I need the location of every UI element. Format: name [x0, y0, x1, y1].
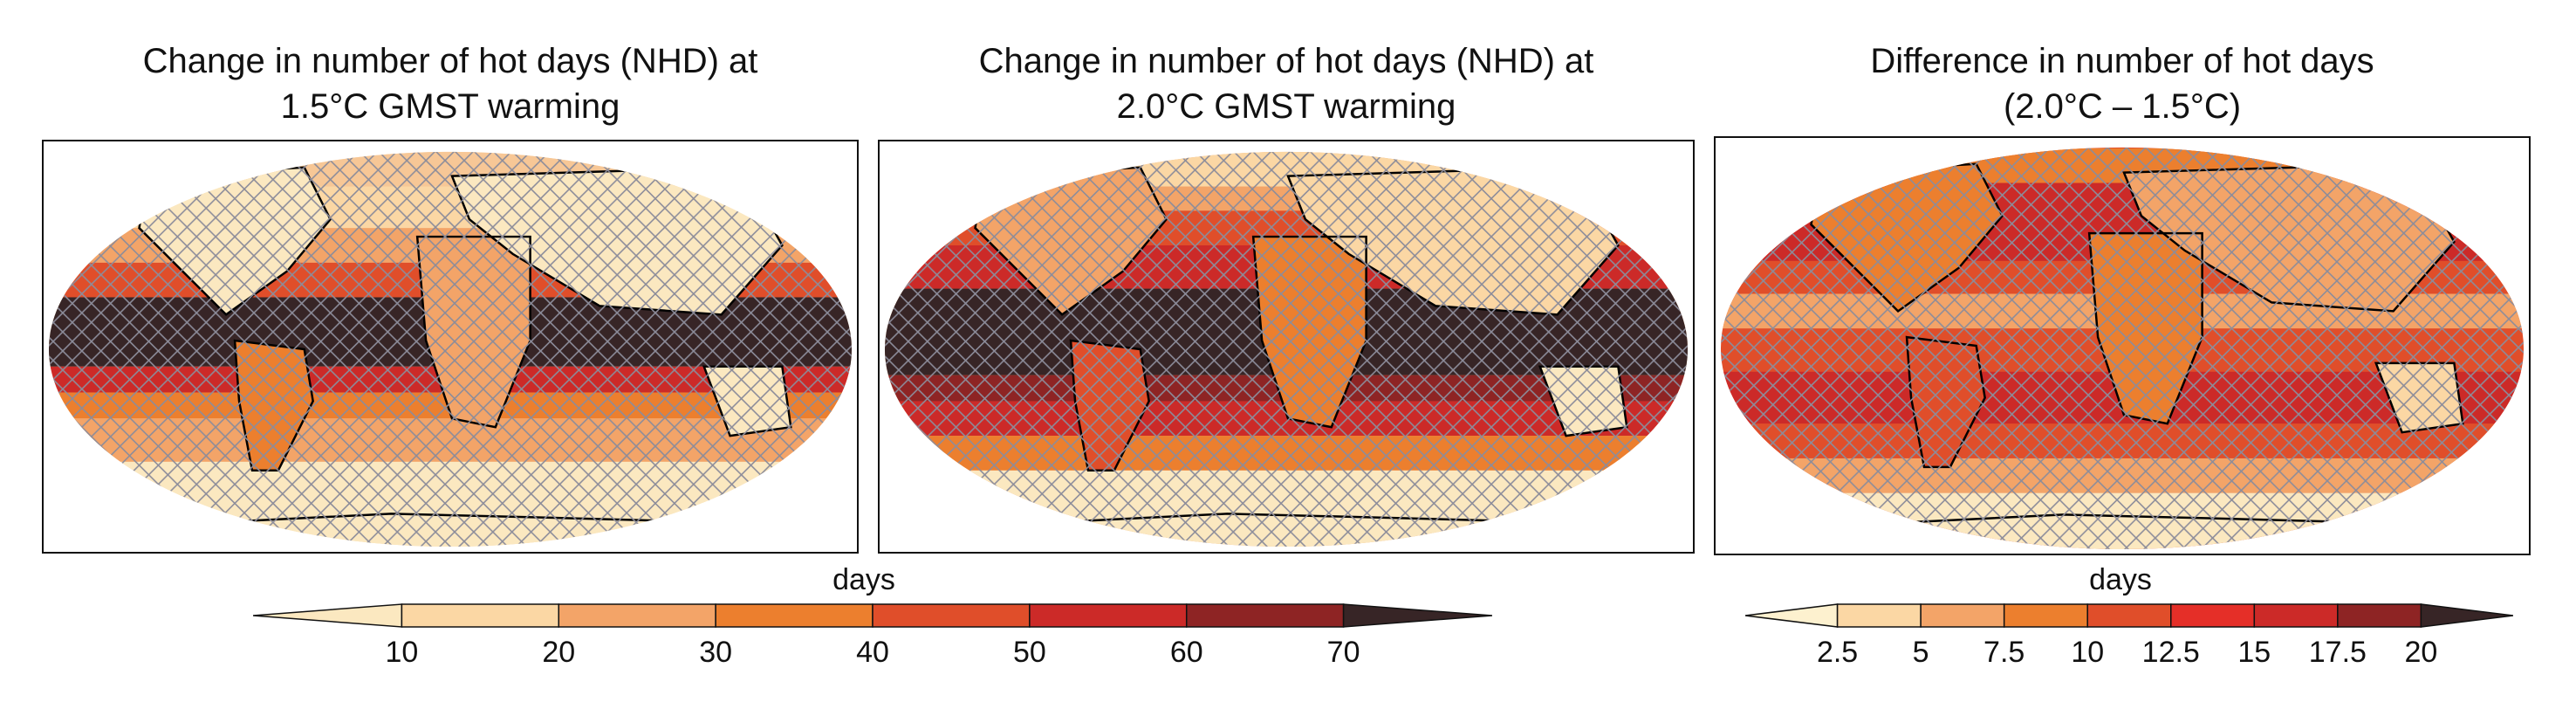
- panel-2-title: Change in number of hot days (NHD) at 2.…: [878, 38, 1695, 129]
- colorbar-diff: 2.5 5 7.5 10 12.5 15 17.5 20: [1745, 603, 2513, 669]
- colorbar-diff-tick-label: 12.5: [2142, 636, 2200, 669]
- map-panel-2: [878, 140, 1695, 554]
- colorbar-diff-segment: [2003, 603, 2088, 628]
- colorbar-main: 10 20 30 40 50 60 70: [253, 603, 1492, 669]
- map-3-significance-hatching: [1720, 147, 2525, 550]
- colorbar-diff-segment: [2086, 603, 2172, 628]
- colorbar-main-tick-label: 60: [1170, 636, 1203, 669]
- map-1-svg: [48, 151, 853, 547]
- colorbar-diff-tick-label: 17.5: [2309, 636, 2367, 669]
- colorbar-diff-label: days: [2089, 563, 2152, 596]
- colorbar-main-upper-extend: [1342, 603, 1492, 628]
- colorbar-main-tick-label: 20: [542, 636, 575, 669]
- panel-1-title-line-1: Change in number of hot days (NHD) at: [142, 42, 758, 80]
- colorbar-diff-segment: [2253, 603, 2339, 628]
- colorbar-main-segment: [558, 603, 716, 628]
- colorbar-diff-segment: [2170, 603, 2256, 628]
- colorbar-diff-tick-label: 5: [1913, 636, 1929, 669]
- colorbar-main-tick-label: 10: [385, 636, 418, 669]
- colorbar-diff-segment: [1836, 603, 1922, 628]
- map-3-svg: [1720, 147, 2525, 550]
- colorbar-main-segment: [872, 603, 1031, 628]
- colorbar-diff-tick-label: 7.5: [1983, 636, 2024, 669]
- panel-1-title-line-2: 1.5°C GMST warming: [280, 87, 620, 126]
- colorbar-diff-tick-label: 20: [2404, 636, 2437, 669]
- map-panel-3: [1714, 136, 2531, 555]
- panel-1-title: Change in number of hot days (NHD) at 1.…: [42, 38, 859, 129]
- colorbar-diff-tick-label: 15: [2237, 636, 2271, 669]
- colorbar-diff-segment: [1920, 603, 2005, 628]
- panel-2-title-line-1: Change in number of hot days (NHD) at: [978, 42, 1594, 80]
- colorbar-diff-tick-label: 2.5: [1817, 636, 1858, 669]
- colorbar-main-segment: [1185, 603, 1345, 628]
- colorbar-main-tick-label: 70: [1327, 636, 1360, 669]
- panel-2-title-line-2: 2.0°C GMST warming: [1116, 87, 1456, 126]
- colorbar-main-segment: [1029, 603, 1188, 628]
- map-1-significance-hatching: [48, 151, 853, 547]
- colorbar-main-tick-label: 40: [856, 636, 889, 669]
- map-2-significance-hatching: [884, 151, 1689, 547]
- colorbar-main-tick-label: 30: [699, 636, 732, 669]
- colorbar-main-tick-label: 50: [1013, 636, 1046, 669]
- colorbar-diff-upper-extend: [2420, 603, 2513, 628]
- panel-3-title: Difference in number of hot days (2.0°C …: [1714, 38, 2531, 129]
- colorbar-diff-segment: [2337, 603, 2422, 628]
- colorbar-main-segment: [715, 603, 874, 628]
- panel-3-title-line-2: (2.0°C – 1.5°C): [2003, 87, 2242, 126]
- map-2-svg: [884, 151, 1689, 547]
- colorbar-main-label: days: [832, 563, 895, 596]
- colorbar-main-lower-extend: [253, 603, 403, 628]
- colorbar-diff-tick-label: 10: [2071, 636, 2104, 669]
- map-panel-1: [42, 140, 859, 554]
- panel-3-title-line-1: Difference in number of hot days: [1870, 42, 2374, 80]
- colorbar-main-segment: [401, 603, 560, 628]
- colorbar-diff-lower-extend: [1745, 603, 1839, 628]
